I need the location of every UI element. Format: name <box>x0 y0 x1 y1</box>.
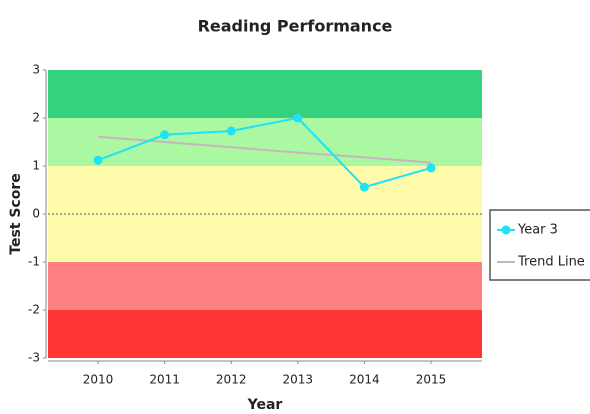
y-tick-label: -2 <box>28 303 40 317</box>
band <box>48 118 482 166</box>
y-tick-label: -1 <box>28 255 40 269</box>
y-tick-label: 2 <box>32 111 40 125</box>
legend-box <box>489 209 590 281</box>
x-tick-label: 2013 <box>283 373 314 387</box>
legend-label: Trend Line <box>517 255 585 270</box>
point <box>93 155 103 165</box>
y-tick-label: -3 <box>28 351 40 365</box>
legend-marker <box>501 225 511 235</box>
x-tick-label: 2012 <box>216 373 247 387</box>
x-tick-label: 2014 <box>349 373 380 387</box>
x-axis-label: Year <box>247 397 283 413</box>
series-line <box>97 116 432 189</box>
y-tick-label: 0 <box>32 207 40 221</box>
point <box>426 163 436 173</box>
x-tick-label: 2010 <box>83 373 114 387</box>
point <box>293 113 303 123</box>
band <box>48 310 482 358</box>
band <box>48 70 482 118</box>
y-axis-label: Test Score <box>8 173 24 254</box>
point <box>359 182 369 192</box>
y-tick-label: 3 <box>32 63 40 77</box>
legend-label: Year 3 <box>517 223 558 238</box>
x-tick-label: 2015 <box>416 373 447 387</box>
point <box>160 130 170 140</box>
point <box>226 126 236 136</box>
x-tick-label: 2011 <box>149 373 180 387</box>
band <box>48 262 482 310</box>
chart-title: Reading Performance <box>198 17 393 36</box>
legend: Year 3 Trend Line <box>489 209 590 281</box>
series-line <box>97 135 432 164</box>
y-tick-label: 1 <box>32 159 40 173</box>
